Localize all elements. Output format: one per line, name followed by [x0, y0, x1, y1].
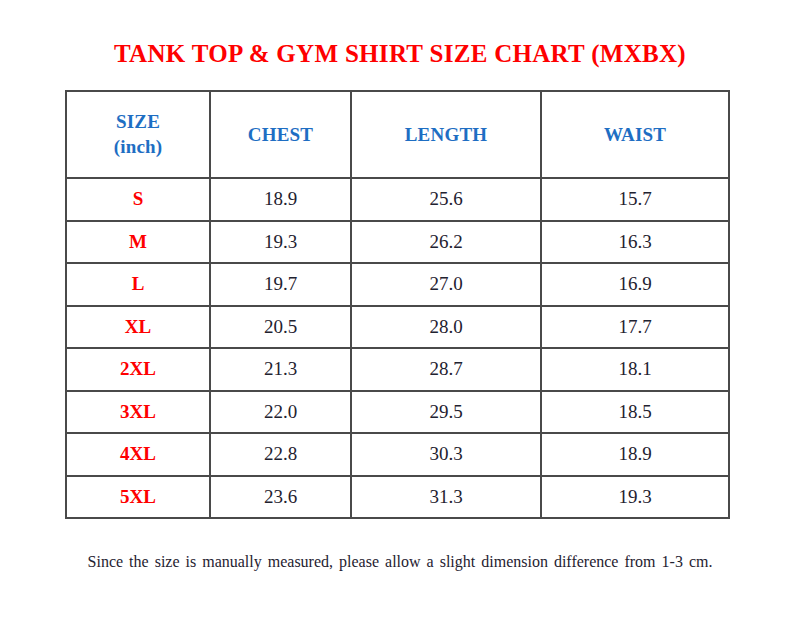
size-label: L: [66, 263, 210, 306]
table-row-3xl: 3XL 22.0 29.5 18.5: [66, 391, 729, 434]
length-value: 25.6: [351, 178, 541, 221]
column-header-chest: CHEST: [210, 91, 351, 178]
chest-value: 23.6: [210, 476, 351, 519]
waist-value: 18.1: [541, 348, 729, 391]
waist-value: 18.5: [541, 391, 729, 434]
waist-value: 16.9: [541, 263, 729, 306]
length-value: 26.2: [351, 221, 541, 264]
length-value: 28.0: [351, 306, 541, 349]
column-header-size: SIZE (inch): [66, 91, 210, 178]
chest-value: 22.8: [210, 433, 351, 476]
waist-value: 16.3: [541, 221, 729, 264]
table-row-m: M 19.3 26.2 16.3: [66, 221, 729, 264]
chest-value: 20.5: [210, 306, 351, 349]
table-row-4xl: 4XL 22.8 30.3 18.9: [66, 433, 729, 476]
table-row-5xl: 5XL 23.6 31.3 19.3: [66, 476, 729, 519]
chest-value: 19.7: [210, 263, 351, 306]
size-chart-table: SIZE (inch) CHEST LENGTH WAIST S 18.9 25…: [65, 90, 730, 519]
size-label: 4XL: [66, 433, 210, 476]
waist-value: 15.7: [541, 178, 729, 221]
table-row-l: L 19.7 27.0 16.9: [66, 263, 729, 306]
waist-value: 17.7: [541, 306, 729, 349]
chest-value: 22.0: [210, 391, 351, 434]
size-label: 3XL: [66, 391, 210, 434]
length-value: 31.3: [351, 476, 541, 519]
chest-value: 18.9: [210, 178, 351, 221]
length-value: 27.0: [351, 263, 541, 306]
chest-value: 21.3: [210, 348, 351, 391]
size-label: S: [66, 178, 210, 221]
length-value: 29.5: [351, 391, 541, 434]
waist-value: 19.3: [541, 476, 729, 519]
column-header-waist: WAIST: [541, 91, 729, 178]
size-label: 2XL: [66, 348, 210, 391]
table-row-2xl: 2XL 21.3 28.7 18.1: [66, 348, 729, 391]
size-label: 5XL: [66, 476, 210, 519]
header-row: SIZE (inch) CHEST LENGTH WAIST: [66, 91, 729, 178]
waist-value: 18.9: [541, 433, 729, 476]
size-label: M: [66, 221, 210, 264]
measurement-disclaimer: Since the size is manually measured, ple…: [0, 553, 800, 571]
table-row-s: S 18.9 25.6 15.7: [66, 178, 729, 221]
length-value: 30.3: [351, 433, 541, 476]
page-title: TANK TOP & GYM SHIRT SIZE CHART (MXBX): [0, 40, 800, 68]
length-value: 28.7: [351, 348, 541, 391]
chest-value: 19.3: [210, 221, 351, 264]
column-header-length: LENGTH: [351, 91, 541, 178]
table-row-xl: XL 20.5 28.0 17.7: [66, 306, 729, 349]
size-label: XL: [66, 306, 210, 349]
